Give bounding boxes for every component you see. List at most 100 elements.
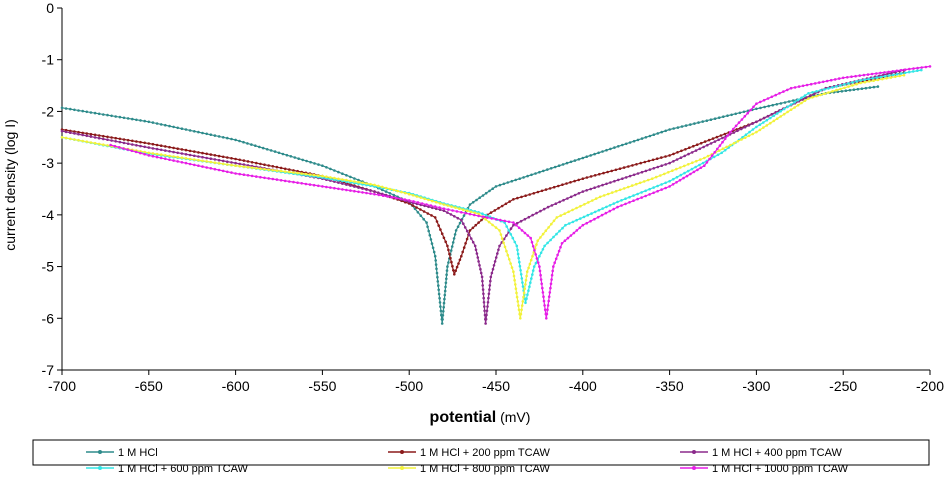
series-point [686,169,690,173]
series-point [514,283,517,286]
series-point [620,199,623,202]
series-point [131,143,134,146]
series-point [520,229,524,232]
series-point [193,154,196,158]
series-point [333,186,336,190]
series-point [122,138,126,141]
series-point [699,166,703,170]
series-point [473,211,477,215]
series-point [839,87,842,91]
series-point [640,137,644,140]
series-point [361,181,364,185]
series-point [118,137,122,141]
series-point [213,161,217,164]
series-point [863,78,866,81]
series-point [205,166,208,169]
series-point [683,154,686,158]
series-point [542,207,546,211]
series-point [550,204,554,207]
series-point [444,285,447,289]
series-point [506,253,510,257]
series-point [217,168,221,172]
series-point [701,120,704,123]
series-point [369,192,372,195]
series-point [770,113,774,116]
series-point [634,182,638,186]
series-point [771,103,774,107]
series-point [426,225,429,229]
series-point [566,236,570,240]
series-point [546,205,550,209]
series-point [139,151,142,155]
series-point [597,151,600,155]
series-point [683,171,686,175]
series-point [283,170,287,173]
series-point [668,185,671,188]
series-point [770,95,774,99]
series-point [898,74,901,78]
series-point [143,150,146,154]
series-point [60,136,64,139]
series-point [609,181,612,184]
series-point [265,148,269,151]
series-point [550,222,553,226]
series-point [546,241,549,245]
series-point [713,117,717,120]
series-point [875,76,879,79]
series-point [425,203,428,206]
series-point [636,192,639,196]
series-point [64,136,68,140]
series-point [542,299,546,303]
series-point [668,154,671,157]
series-point [507,220,511,224]
series-point [69,131,72,134]
series-point [815,94,818,98]
series-point [742,110,746,114]
series-point [230,137,233,141]
series-point [819,89,822,92]
series-point [283,179,287,183]
series-point [730,113,733,117]
series-point [491,267,495,271]
series-point [498,244,501,248]
series-point [582,215,586,219]
series-point [903,68,907,71]
series-point [313,162,316,165]
series-point [542,295,545,299]
series-point [526,234,530,237]
series-point [462,214,466,217]
series-point [916,69,919,72]
series-point [437,292,441,296]
series-point [438,301,442,304]
series-point [541,286,544,290]
series-point [168,154,171,158]
series-point [396,189,399,193]
series-point [543,244,546,248]
series-point [487,292,491,296]
series-point [775,103,779,106]
series-point [855,80,858,83]
series-point [471,240,475,244]
series-point [483,305,486,308]
series-point [394,196,398,200]
series-point [305,159,308,163]
series-point [259,162,262,166]
series-point [275,165,279,169]
series-point [916,66,919,70]
series-point [546,304,550,307]
series-point [312,183,316,187]
series-point [519,312,523,316]
series-point [889,76,893,79]
series-point [920,68,923,72]
series-point [774,93,777,97]
series-point [577,192,581,195]
series-point [460,211,463,214]
series-point [881,77,884,81]
series-point [281,152,285,156]
series-point [578,226,582,230]
series-point [433,205,437,208]
series-point [509,227,513,230]
series-point [675,181,678,184]
series-point [426,212,430,215]
series-point [300,182,304,185]
